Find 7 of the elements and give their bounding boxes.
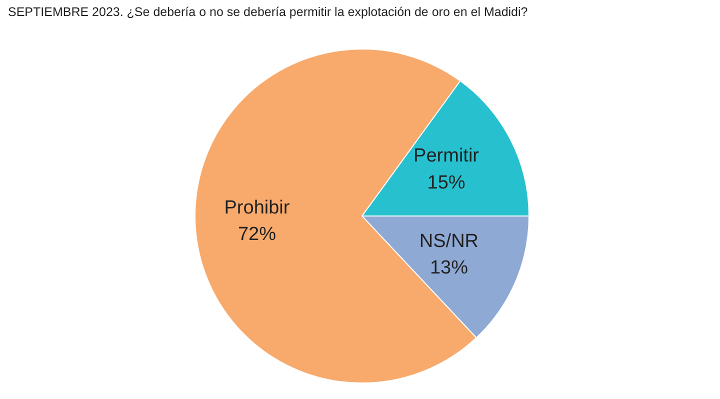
slice-label: Prohibir [224,197,290,218]
data-label: 72% [238,224,276,246]
slice-label: Permitir [414,146,480,167]
data-label: 13% [430,258,468,279]
chart-title: SEPTIEMBRE 2023. ¿Se debería o no se debería permitir la explotación de oro en el Madidi? [8,5,528,19]
slice-label: NS/NR [419,230,479,252]
data-label: 15% [427,172,466,194]
